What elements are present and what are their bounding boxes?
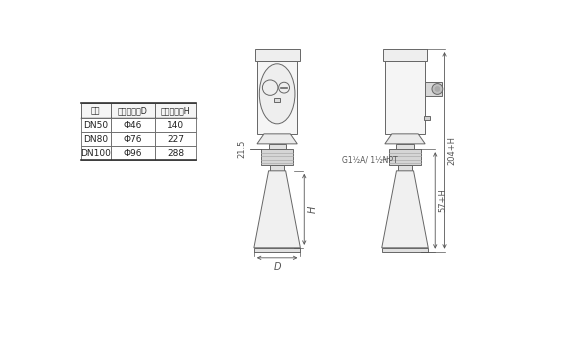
- Bar: [389, 149, 421, 165]
- Text: 140: 140: [167, 121, 184, 130]
- Bar: [424, 116, 430, 120]
- Polygon shape: [382, 171, 428, 248]
- Bar: [257, 61, 297, 134]
- Text: Φ96: Φ96: [124, 148, 142, 158]
- Bar: [398, 165, 412, 171]
- Bar: [111, 103, 156, 118]
- Bar: [254, 248, 300, 252]
- Text: DN80: DN80: [83, 135, 108, 144]
- Bar: [81, 103, 111, 118]
- Polygon shape: [254, 171, 300, 248]
- Bar: [397, 144, 413, 149]
- Text: H: H: [307, 206, 317, 213]
- Ellipse shape: [259, 64, 295, 124]
- Bar: [270, 165, 284, 171]
- Bar: [81, 132, 111, 146]
- Circle shape: [435, 87, 440, 91]
- Bar: [156, 118, 196, 132]
- Text: 喇叭口直径D: 喇叭口直径D: [118, 106, 148, 115]
- Bar: [156, 146, 196, 160]
- Bar: [81, 146, 111, 160]
- Bar: [111, 146, 156, 160]
- Polygon shape: [385, 134, 425, 144]
- Bar: [261, 149, 293, 165]
- Bar: [111, 118, 156, 132]
- Bar: [382, 49, 428, 61]
- Text: 288: 288: [167, 148, 184, 158]
- Bar: [274, 98, 280, 101]
- Text: 227: 227: [167, 135, 184, 144]
- Bar: [425, 82, 442, 96]
- Polygon shape: [257, 134, 297, 144]
- Text: D: D: [273, 262, 281, 272]
- Text: Φ76: Φ76: [124, 135, 142, 144]
- Text: 21.5: 21.5: [237, 140, 246, 158]
- Text: G1½A/ 1½NPT: G1½A/ 1½NPT: [342, 156, 398, 164]
- Bar: [269, 144, 286, 149]
- Bar: [385, 61, 425, 134]
- Bar: [156, 132, 196, 146]
- Bar: [382, 248, 428, 252]
- Bar: [81, 118, 111, 132]
- Text: 57+H: 57+H: [439, 188, 447, 213]
- Bar: [111, 132, 156, 146]
- Circle shape: [432, 84, 443, 94]
- Text: 法兰: 法兰: [91, 106, 100, 115]
- Bar: [255, 49, 300, 61]
- Text: 204+H: 204+H: [448, 136, 457, 165]
- Text: Φ46: Φ46: [124, 121, 142, 130]
- Bar: [156, 103, 196, 118]
- Text: DN100: DN100: [80, 148, 111, 158]
- Text: 喇叭口高度H: 喇叭口高度H: [161, 106, 191, 115]
- Text: DN50: DN50: [83, 121, 108, 130]
